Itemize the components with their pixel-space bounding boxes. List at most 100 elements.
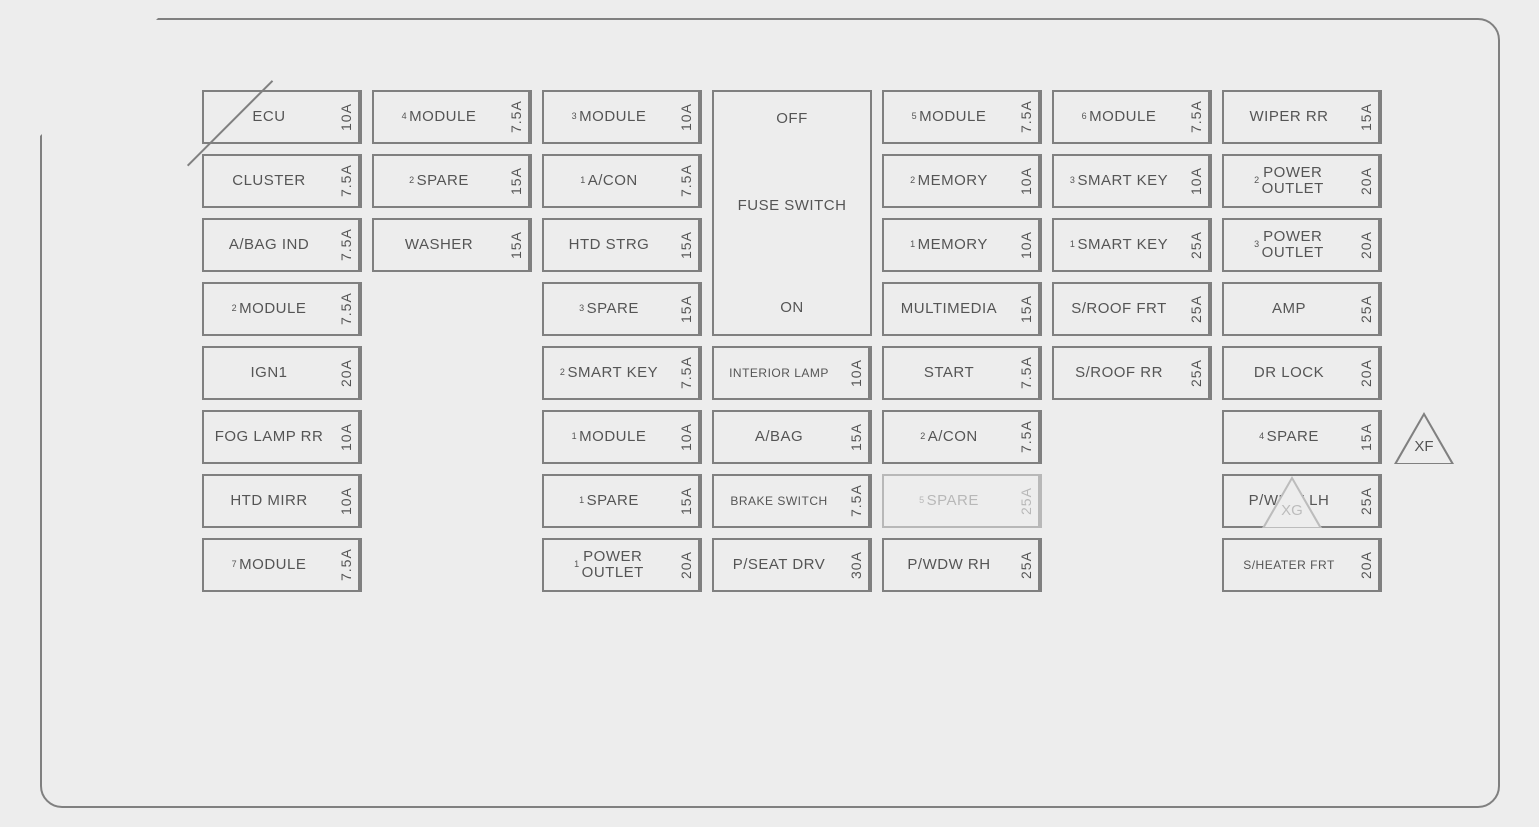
fuse-amp: 7.5A: [1014, 412, 1040, 462]
fuse-label: 4MODULE: [374, 92, 504, 142]
triangle-marker: XF: [1394, 412, 1454, 464]
fuse-cell: 1POWEROUTLET20A: [542, 538, 702, 592]
fuse-cell: 2POWEROUTLET20A: [1222, 154, 1382, 208]
fuse-cell: S/HEATER FRT20A: [1222, 538, 1382, 592]
fuse-amp: 15A: [844, 412, 870, 462]
fuse-amp: 7.5A: [334, 284, 360, 334]
fuse-label: BRAKE SWITCH: [714, 476, 844, 526]
fuse-amp: 7.5A: [504, 92, 530, 142]
fuse-amp: 25A: [1184, 348, 1210, 398]
fuse-label: HTD STRG: [544, 220, 674, 270]
fuse-cell: MULTIMEDIA15A: [882, 282, 1042, 336]
fuse-label: AMP: [1224, 284, 1354, 334]
fuse-amp: 7.5A: [1184, 92, 1210, 142]
fuse-amp: 25A: [1354, 284, 1380, 334]
fuse-label: S/ROOF FRT: [1054, 284, 1184, 334]
fuse-cell: P/SEAT DRV30A: [712, 538, 872, 592]
fuse-cell: WIPER RR15A: [1222, 90, 1382, 144]
fuse-cell: HTD STRG15A: [542, 218, 702, 272]
fuse-amp: 10A: [1184, 156, 1210, 206]
fuse-label: 2MEMORY: [884, 156, 1014, 206]
fuse-cell: 7MODULE7.5A: [202, 538, 362, 592]
fuse-cell: DR LOCK20A: [1222, 346, 1382, 400]
fuse-amp: 10A: [1014, 156, 1040, 206]
fuse-cell: ECU10A: [202, 90, 362, 144]
fuse-switch-box: OFFFUSE SWITCHON: [712, 90, 872, 336]
fuse-label: FOG LAMP RR: [204, 412, 334, 462]
fuse-amp: 15A: [674, 220, 700, 270]
fuse-amp: 15A: [1354, 92, 1380, 142]
triangle-label: XG: [1274, 502, 1310, 519]
fuse-cell: AMP25A: [1222, 282, 1382, 336]
fuse-cell: INTERIOR LAMP10A: [712, 346, 872, 400]
fuse-amp: 25A: [1014, 540, 1040, 590]
fuse-amp: 25A: [1014, 476, 1040, 526]
fuse-label: 3POWEROUTLET: [1224, 220, 1354, 270]
fuse-cell: 5SPARE25A: [882, 474, 1042, 528]
fuse-label: 4SPARE: [1224, 412, 1354, 462]
fuse-cell: 6MODULE7.5A: [1052, 90, 1212, 144]
fuse-cell: 2SPARE15A: [372, 154, 532, 208]
fuse-label: ECU: [204, 92, 334, 142]
fuse-label: P/WDW RH: [884, 540, 1014, 590]
fuse-amp: 15A: [1014, 284, 1040, 334]
fuse-label: 5MODULE: [884, 92, 1014, 142]
fuse-cell: 3MODULE10A: [542, 90, 702, 144]
fuse-label: A/BAG IND: [204, 220, 334, 270]
fuse-label: P/SEAT DRV: [714, 540, 844, 590]
fuse-amp: 20A: [1354, 540, 1380, 590]
fuse-cell: 2MODULE7.5A: [202, 282, 362, 336]
fuse-label: HTD MIRR: [204, 476, 334, 526]
fuse-amp: 25A: [1184, 220, 1210, 270]
fuse-label: 3SMART KEY: [1054, 156, 1184, 206]
fuse-cell: 2SMART KEY7.5A: [542, 346, 702, 400]
fuse-amp: 20A: [1354, 348, 1380, 398]
fuse-amp: 7.5A: [1014, 92, 1040, 142]
fuse-amp: 7.5A: [334, 220, 360, 270]
fuse-cell: FOG LAMP RR10A: [202, 410, 362, 464]
switch-on-label: ON: [714, 299, 870, 316]
fuse-cell: 1MEMORY10A: [882, 218, 1042, 272]
fuse-label: 1SPARE: [544, 476, 674, 526]
fuse-label: INTERIOR LAMP: [714, 348, 844, 398]
fuse-cell: HTD MIRR10A: [202, 474, 362, 528]
fuse-cell: START7.5A: [882, 346, 1042, 400]
fuse-cell: S/ROOF FRT25A: [1052, 282, 1212, 336]
fuse-cell: A/BAG15A: [712, 410, 872, 464]
fuse-amp: 15A: [1354, 412, 1380, 462]
fuse-label: 1POWEROUTLET: [544, 540, 674, 590]
fuse-label: WASHER: [374, 220, 504, 270]
fuse-amp: 7.5A: [844, 476, 870, 526]
fuse-amp: 10A: [844, 348, 870, 398]
fuse-amp: 7.5A: [1014, 348, 1040, 398]
fuse-amp: 10A: [674, 92, 700, 142]
fuse-amp: 10A: [334, 476, 360, 526]
fuse-cell: 1SMART KEY25A: [1052, 218, 1212, 272]
fuse-cell: BRAKE SWITCH7.5A: [712, 474, 872, 528]
fuse-label: START: [884, 348, 1014, 398]
fuse-label: 2A/CON: [884, 412, 1014, 462]
fuse-cell: 4SPARE15A: [1222, 410, 1382, 464]
fuse-label: 1MEMORY: [884, 220, 1014, 270]
fuse-cell: S/ROOF RR25A: [1052, 346, 1212, 400]
fuse-cell: 2MEMORY10A: [882, 154, 1042, 208]
fuse-cell: IGN120A: [202, 346, 362, 400]
fuse-cell: 2A/CON7.5A: [882, 410, 1042, 464]
fuse-amp: 10A: [334, 412, 360, 462]
fuse-label: S/HEATER FRT: [1224, 540, 1354, 590]
fuse-cell: 3POWEROUTLET20A: [1222, 218, 1382, 272]
fuse-amp: 10A: [674, 412, 700, 462]
fuse-amp: 7.5A: [334, 540, 360, 590]
fuse-amp: 20A: [1354, 156, 1380, 206]
fuse-cell: 1SPARE15A: [542, 474, 702, 528]
fuse-label: 1MODULE: [544, 412, 674, 462]
fuse-label: 2SPARE: [374, 156, 504, 206]
fuse-amp: 15A: [674, 284, 700, 334]
fuse-cell: 3SMART KEY10A: [1052, 154, 1212, 208]
fuse-amp: 25A: [1184, 284, 1210, 334]
fuse-label: 1A/CON: [544, 156, 674, 206]
fuse-amp: 20A: [1354, 220, 1380, 270]
fuse-amp: 20A: [334, 348, 360, 398]
fuse-cell: P/WDW RH25A: [882, 538, 1042, 592]
fuse-cell: 1MODULE10A: [542, 410, 702, 464]
